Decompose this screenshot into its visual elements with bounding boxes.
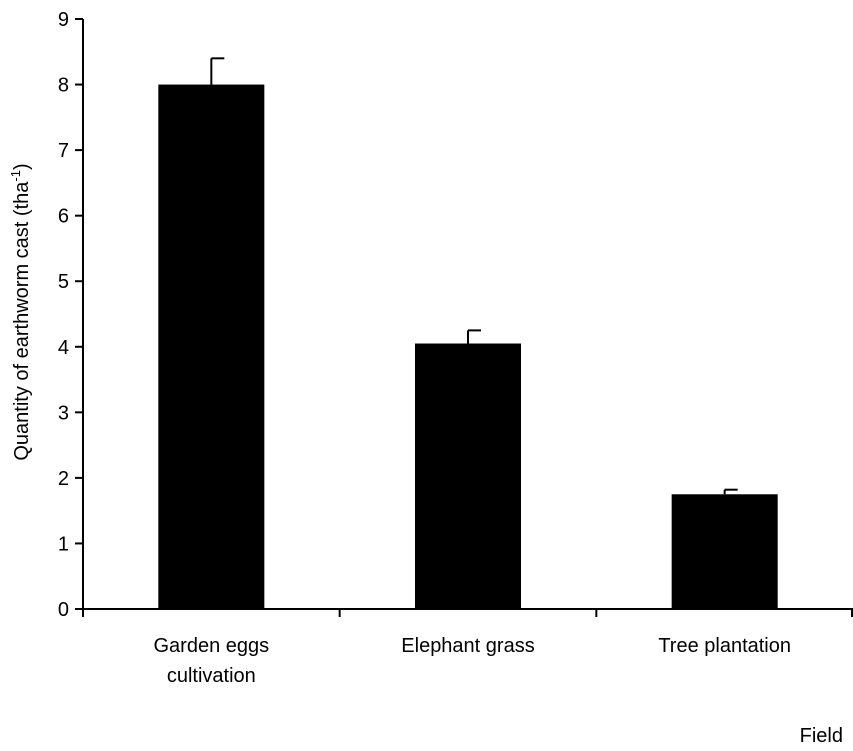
y-axis: 0 1 2 3 4 5 6 7 8 9 <box>58 9 84 621</box>
x-category-label: cultivation <box>167 665 256 687</box>
bars <box>158 57 778 610</box>
y-tick-label: 5 <box>58 271 69 293</box>
y-tick-label: 1 <box>58 533 69 555</box>
x-category-label: Tree plantation <box>658 635 791 657</box>
y-tick-label: 0 <box>58 599 69 621</box>
x-category-label: Elephant grass <box>401 635 534 657</box>
bar <box>415 343 521 609</box>
y-tick-label: 3 <box>58 402 69 424</box>
y-tick-label: 7 <box>58 140 69 162</box>
x-category-label: Garden eggs <box>154 635 270 657</box>
x-axis <box>82 608 853 617</box>
category-labels: Garden eggs cultivation Elephant grass Tree… <box>154 635 791 687</box>
y-tick-label: 9 <box>58 9 69 31</box>
bar <box>158 84 265 610</box>
y-tick-label: 2 <box>58 468 69 490</box>
y-axis-title: Quantity of earthworm cast (tha-1) <box>8 163 33 460</box>
x-axis-title: Field <box>800 725 843 747</box>
y-tick-label: 8 <box>58 75 69 97</box>
bar <box>671 494 778 609</box>
y-tick-label: 4 <box>58 337 69 359</box>
y-tick-label: 6 <box>58 206 69 228</box>
